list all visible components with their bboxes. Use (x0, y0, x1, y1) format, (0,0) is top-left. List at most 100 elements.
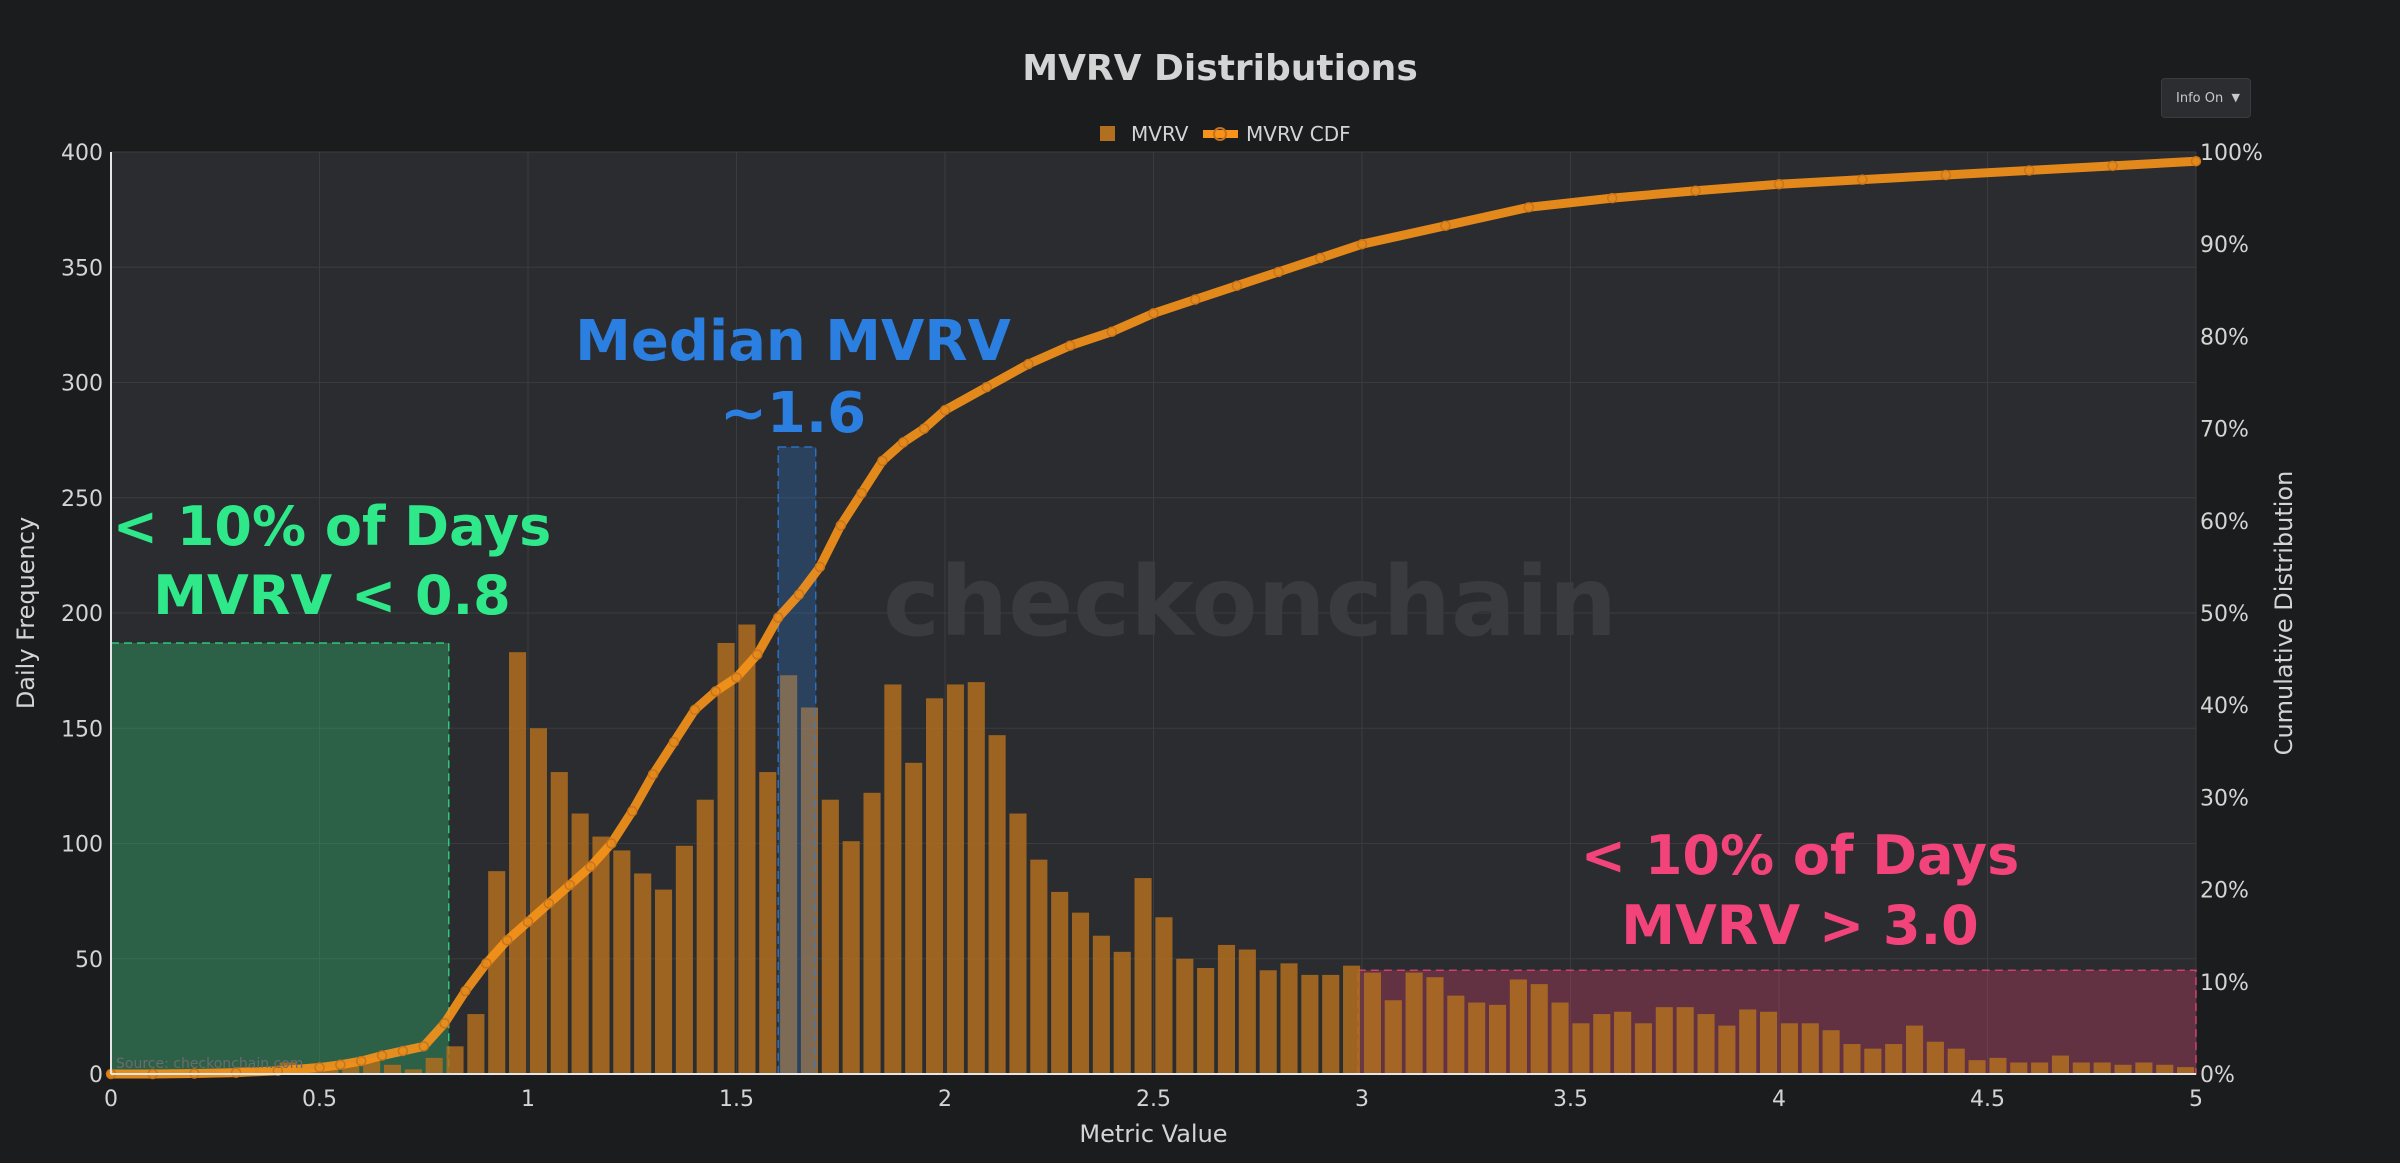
y2-tick-label: 10% (2200, 971, 2249, 996)
y-tick-label: 350 (61, 256, 103, 281)
bar (1447, 995, 1465, 1074)
cdf-point (877, 455, 888, 467)
bar (2156, 1064, 2174, 1074)
bar (1092, 935, 1110, 1074)
median-mvrv-zone (777, 446, 817, 1075)
cdf-point (1148, 308, 1159, 319)
bar (1197, 967, 1215, 1074)
cdf-point (981, 381, 992, 393)
y2-tick-label: 90% (2200, 233, 2249, 258)
y-tick-label: 100 (61, 833, 103, 858)
cdf-point (627, 805, 638, 817)
cdf-point (772, 612, 784, 623)
y-tick-label: 50 (75, 948, 103, 973)
bar (2031, 1062, 2049, 1074)
bar (1634, 1023, 1653, 1074)
bar (446, 1046, 464, 1074)
cdf-point (1857, 174, 1868, 185)
bar (1551, 1002, 1569, 1074)
cdf-point (1356, 238, 1368, 250)
y2-tick-label: 70% (2200, 418, 2249, 443)
bar (1780, 1023, 1798, 1074)
cdf-point (230, 1067, 242, 1078)
bar (404, 1069, 422, 1074)
cdf-point (710, 686, 721, 697)
y-tick-label: 400 (61, 141, 103, 166)
bar (1697, 1014, 1715, 1074)
cdf-point (731, 672, 742, 683)
y2-tick-label: 40% (2200, 694, 2249, 719)
bar (1030, 859, 1048, 1074)
x-tick-label: 4 (1772, 1087, 1786, 1112)
cdf-point (2023, 165, 2035, 176)
bar (926, 698, 944, 1074)
bar (1926, 1041, 1944, 1074)
bar (1488, 1004, 1507, 1074)
bar (1363, 972, 1381, 1074)
bar (1614, 1011, 1632, 1074)
bar (2177, 1067, 2195, 1074)
cdf-point (1690, 185, 1701, 196)
cdf-point (481, 958, 492, 969)
bar (1760, 1011, 1778, 1074)
info-toggle-dropdown[interactable]: Info On ▼ (2161, 78, 2251, 118)
bar (550, 772, 568, 1074)
bar (1864, 1048, 1882, 1074)
cdf-point (355, 1055, 367, 1067)
y-tick-label: 0 (89, 1063, 103, 1088)
info-toggle-label: Info On (2176, 90, 2224, 106)
bar (1801, 1023, 1819, 1074)
bar (529, 728, 547, 1074)
source-label: Source: checkonchain.com (116, 1056, 303, 1072)
bar (1405, 972, 1423, 1074)
cdf-point (939, 404, 951, 416)
x-tick-label: 1.5 (719, 1087, 754, 1112)
bar (425, 1057, 443, 1074)
bar (1301, 974, 1319, 1074)
bar (1739, 1009, 1757, 1074)
cdf-point (460, 985, 471, 997)
bar (1259, 970, 1277, 1074)
cdf-point (689, 704, 701, 716)
x-tick-label: 0 (104, 1087, 118, 1112)
cdf-point (585, 861, 596, 872)
low-zone-label-line2: MVRV < 0.8 (153, 564, 510, 627)
bar (1947, 1048, 1965, 1074)
cdf-point (2107, 160, 2118, 172)
bar (675, 845, 693, 1074)
bar (988, 735, 1006, 1074)
bar (1593, 1014, 1611, 1074)
y-tick-label: 150 (61, 717, 103, 742)
bar (1384, 1000, 1402, 1074)
bars-group (196, 624, 2195, 1074)
chevron-down-icon: ▼ (2231, 91, 2240, 104)
cdf-line (106, 156, 2201, 1079)
cdf-point (606, 838, 617, 849)
cdf-point (564, 879, 575, 891)
x-tick-label: 3 (1355, 1087, 1369, 1112)
bar (2093, 1062, 2111, 1074)
high-zone-label-line1: < 10% of Days (1581, 824, 2019, 887)
x-tick-label: 1 (521, 1087, 535, 1112)
y2-tick-label: 30% (2200, 786, 2249, 811)
bar (1989, 1057, 2007, 1074)
bar (1718, 1025, 1736, 1074)
median-label-line2: ~1.6 (720, 381, 866, 446)
bar (509, 652, 527, 1074)
y2-tick-label: 50% (2200, 602, 2249, 627)
cdf-point (1064, 340, 1076, 351)
bar (1322, 974, 1340, 1074)
bar (1343, 965, 1361, 1074)
x-tick-label: 4.5 (1970, 1087, 2005, 1112)
bar (571, 813, 589, 1074)
bar (1843, 1044, 1861, 1074)
cdf-point (1023, 358, 1034, 370)
bar (592, 836, 610, 1074)
x-tick-label: 2 (938, 1087, 952, 1112)
y-tick-label: 200 (61, 602, 103, 627)
cdf-point (835, 520, 846, 531)
bar (696, 799, 714, 1074)
bar (863, 792, 881, 1074)
cdf-point (376, 1050, 388, 1061)
x-tick-label: 3.5 (1553, 1087, 1588, 1112)
